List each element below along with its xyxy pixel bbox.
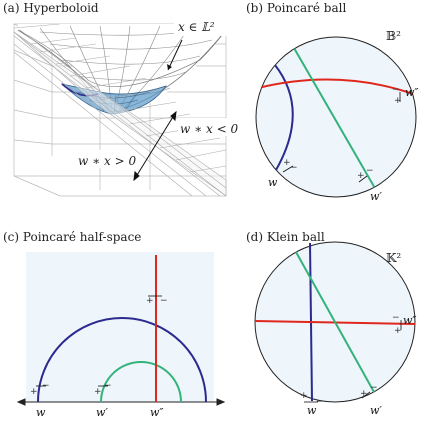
panel-hyperboloid: (a) Hyperboloid [3,1,239,197]
svg-text:−: − [160,296,168,306]
svg-text:+: + [357,171,365,181]
label-w1-d: w′ [370,404,382,417]
svg-text:+: + [283,158,291,168]
label-w1-c: w′ [96,406,108,419]
svg-text:−: − [392,313,400,323]
surface-label: x ∈ 𝕃² [178,20,215,34]
svg-text:+: + [394,326,402,336]
hyperboloid-surface [17,24,227,115]
svg-text:+: + [94,387,102,397]
disk-boundary-b [255,36,417,198]
panel-poincare-half-space: (c) Poincaré half-space ℍ² w w′ w″ + − +… [3,230,226,419]
svg-text:+: + [360,389,368,399]
region-plus-bg [64,150,124,168]
geodesic-w1-green [293,47,377,191]
svg-text:+: + [300,391,308,401]
label-w2-d: w″ [403,314,417,327]
half-space-region [26,252,214,402]
space-symbol-B: 𝔹² [386,29,401,43]
caption-klein-ball: (d) Klein ball [246,230,325,244]
label-w1-b: w′ [370,190,382,203]
svg-text:−: − [290,163,298,173]
svg-text:−: − [316,397,324,407]
sign-indicators-b: + − + − − + [282,85,402,183]
svg-text:+: + [394,96,402,106]
svg-text:−: − [392,85,400,95]
sign-indicators-c: + − + − + − [30,295,168,397]
svg-text:+: + [146,296,154,306]
normal-arrow [133,110,177,182]
label-w-d: w [307,404,317,417]
svg-text:+: + [30,387,38,397]
geodesic-w1-green-d [295,251,375,393]
region-minus-label: w ∗ x < 0 [180,122,239,136]
label-w2-b: w″ [405,86,419,99]
label-w2-c: w″ [150,406,164,419]
region-minus-bg [178,118,238,136]
surface-label-bg [174,16,230,36]
boundary-axis [16,398,226,406]
label-w-c: w [36,406,46,419]
geodesic-w-blue [274,64,294,171]
panel-klein-ball: (d) Klein ball 𝕂² w w′ w″ + − + − − + [246,230,417,417]
svg-text:−: − [366,166,374,176]
space-symbol-K: 𝕂² [386,251,401,265]
plane-mesh [13,23,227,197]
label-w-b: w [268,176,278,189]
panel-poincare-ball: (b) Poincaré ball 𝔹² w w′ w″ + − + − − + [246,1,419,203]
caption-hyperboloid: (a) Hyperboloid [3,1,99,15]
caption-poincare-ball: (b) Poincaré ball [246,1,346,15]
geodesic-w2-red [257,78,416,96]
surface-pointer-head [167,64,172,70]
svg-text:−: − [370,383,378,393]
caption-half-space: (c) Poincaré half-space [3,230,141,244]
surface-pointer [167,39,183,71]
geodesic-w1-green-c [100,361,182,403]
region-plus-label: w ∗ x > 0 [78,154,137,168]
sign-indicators-d: + − + − − + [300,313,402,407]
geodesic-w-blue-c [37,317,207,403]
